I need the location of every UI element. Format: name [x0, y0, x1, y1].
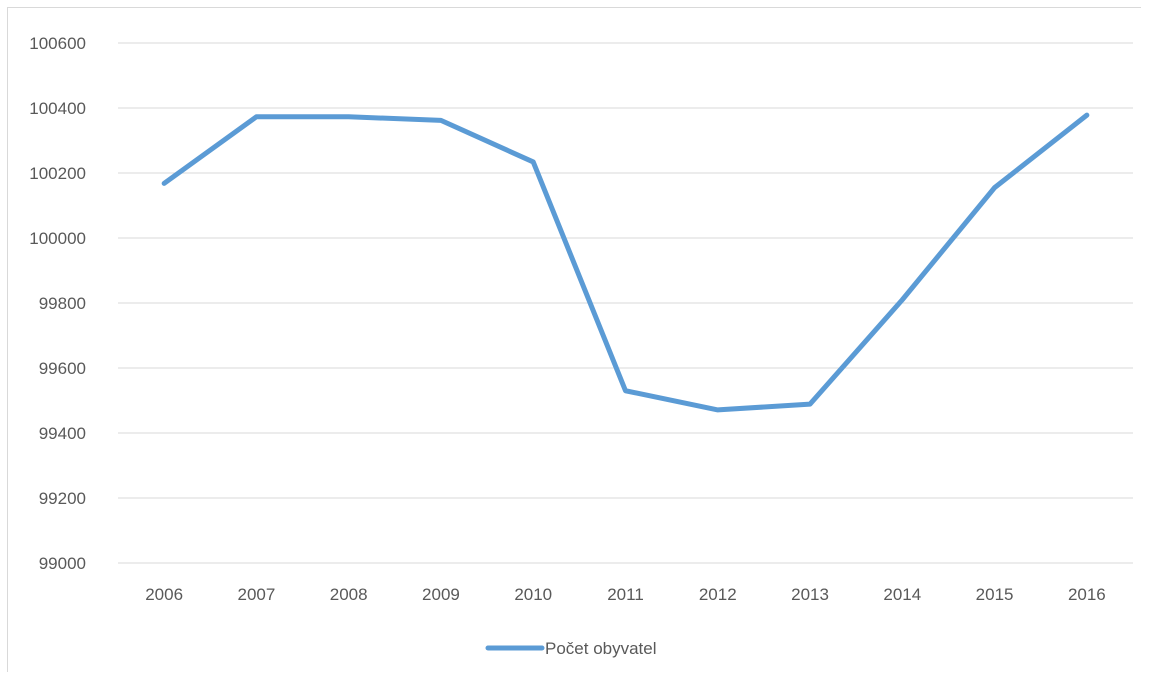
x-axis-ticks: 2006 2007 2008 2009 2010 2011 2012 2013 2014 2015…	[145, 585, 1106, 604]
series-line	[161, 112, 1090, 413]
legend-label: Počet obyvatel	[545, 639, 657, 658]
x-tick-label: 2007	[237, 585, 275, 604]
x-tick-label: 2016	[1068, 585, 1106, 604]
y-tick-label: 100200	[29, 164, 86, 183]
y-tick-label: 100600	[29, 34, 86, 53]
y-tick-label: 99400	[39, 424, 86, 443]
x-tick-label: 2014	[883, 585, 921, 604]
x-tick-label: 2009	[422, 585, 460, 604]
y-tick-label: 100000	[29, 229, 86, 248]
x-tick-label: 2008	[330, 585, 368, 604]
y-tick-label: 99000	[39, 554, 86, 573]
x-tick-label: 2011	[607, 585, 644, 604]
x-tick-label: 2015	[976, 585, 1014, 604]
legend: Počet obyvatel	[485, 639, 657, 658]
gridlines	[118, 42, 1133, 564]
y-tick-label: 100400	[29, 99, 86, 118]
y-tick-label: 99200	[39, 489, 86, 508]
x-tick-label: 2006	[145, 585, 183, 604]
x-tick-label: 2012	[699, 585, 737, 604]
y-tick-label: 99600	[39, 359, 86, 378]
y-tick-label: 99800	[39, 294, 86, 313]
chart-frame	[7, 7, 1141, 672]
x-tick-label: 2010	[514, 585, 552, 604]
series-layer	[161, 112, 1090, 413]
x-tick-label: 2013	[791, 585, 829, 604]
y-axis-ticks: 99000 99200 99400 99600 99800 100000 100200 100…	[29, 34, 86, 573]
